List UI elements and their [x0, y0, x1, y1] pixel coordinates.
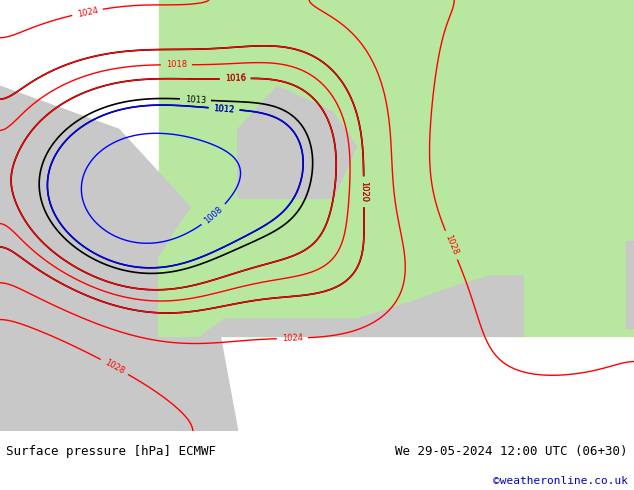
Text: 1013: 1013 [184, 95, 206, 105]
Polygon shape [0, 86, 238, 431]
Polygon shape [158, 172, 238, 336]
Text: 1020: 1020 [359, 181, 368, 202]
Text: 1016: 1016 [224, 74, 246, 83]
Text: 1012: 1012 [213, 103, 235, 114]
Text: 1028: 1028 [103, 358, 126, 376]
Text: We 29-05-2024 12:00 UTC (06+30): We 29-05-2024 12:00 UTC (06+30) [395, 445, 628, 458]
Text: 1012: 1012 [213, 103, 235, 114]
Text: 1024: 1024 [281, 334, 303, 343]
Polygon shape [158, 0, 634, 336]
Text: 1024: 1024 [76, 5, 98, 19]
Polygon shape [238, 86, 356, 198]
Text: Surface pressure [hPa] ECMWF: Surface pressure [hPa] ECMWF [6, 445, 216, 458]
Polygon shape [198, 285, 523, 336]
Text: 1020: 1020 [359, 181, 368, 202]
Text: 1028: 1028 [443, 234, 460, 257]
Polygon shape [626, 242, 634, 328]
Text: 1008: 1008 [203, 204, 224, 225]
Text: 1018: 1018 [166, 60, 187, 69]
Text: 1016: 1016 [224, 74, 246, 83]
Text: ©weatheronline.co.uk: ©weatheronline.co.uk [493, 476, 628, 486]
Polygon shape [460, 276, 523, 293]
